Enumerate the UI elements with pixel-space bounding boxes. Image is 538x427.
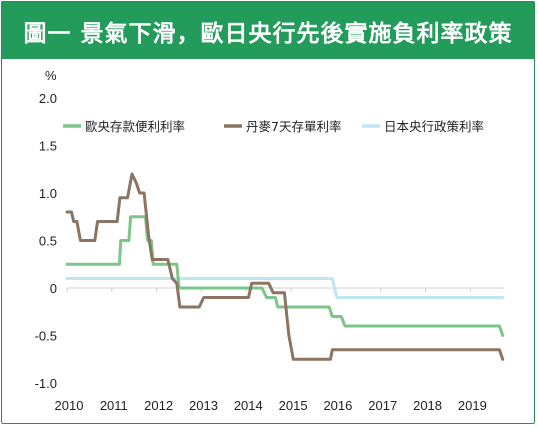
legend-label-1: 丹麥7天存單利率: [246, 119, 341, 134]
series-line-2: [65, 277, 505, 299]
x-tick-label: 2015: [279, 398, 308, 413]
chart-title: 圖一 景氣下滑，歐日央行先後實施負利率政策: [2, 2, 534, 59]
x-tick-label: 2017: [368, 398, 397, 413]
x-tick-label: 2014: [234, 398, 263, 413]
series-line-0: [65, 215, 505, 337]
y-tick-label: -0.5: [35, 329, 57, 344]
series-line-1: [65, 172, 505, 361]
x-tick-label: 2018: [413, 398, 442, 413]
x-tick-label: 2016: [323, 398, 352, 413]
y-tick-label: 0.5: [39, 234, 57, 249]
y-tick-label: -1.0: [35, 376, 57, 391]
x-tick-label: 2012: [144, 398, 173, 413]
y-axis-unit-label: %: [45, 68, 57, 83]
legend-label-2: 日本央行政策利率: [384, 119, 484, 134]
y-tick-label: 1.0: [39, 186, 57, 201]
x-tick-label: 2019: [458, 398, 487, 413]
y-tick-label: 1.5: [39, 139, 57, 154]
y-tick-label: 2.0: [39, 91, 57, 106]
x-tick-label: 2010: [55, 398, 84, 413]
y-tick-label: 0: [50, 281, 57, 296]
x-tick-label: 2011: [100, 398, 128, 413]
legend-label-0: 歐央存款便利利率: [85, 119, 185, 134]
x-tick-label: 2013: [189, 398, 218, 413]
